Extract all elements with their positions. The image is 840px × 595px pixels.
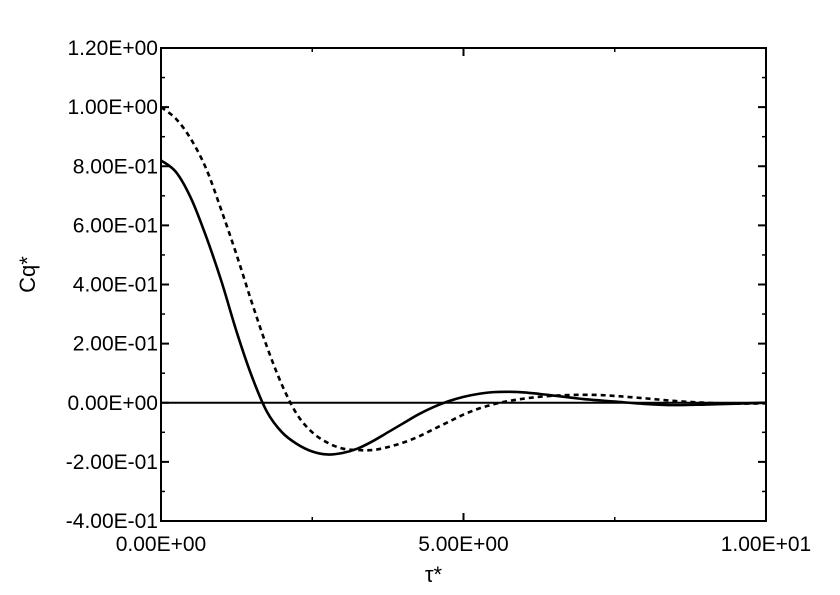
y-tick-label: 0.00E+00 — [67, 392, 158, 415]
y-tick-label: 6.00E-01 — [73, 214, 158, 237]
series-line-dashed — [160, 106, 767, 452]
y-tick-labels: -4.00E-01 -2.00E-01 0.00E+00 2.00E-01 4.00E-… — [66, 37, 158, 533]
x-tick-label: 0.00E+00 — [116, 533, 207, 556]
x-tick-labels: 0.00E+00 5.00E+00 1.00E+01 — [116, 533, 812, 556]
y-tick-label: -2.00E-01 — [66, 451, 158, 474]
y-tick-label: 8.00E-01 — [73, 155, 158, 178]
plot-frame — [160, 47, 767, 522]
x-tick-label: 1.00E+01 — [721, 533, 812, 556]
y-tick-label: 4.00E-01 — [73, 274, 158, 297]
y-tick-label: 1.20E+00 — [67, 37, 158, 60]
y-axis-label: Cq* — [15, 256, 40, 293]
y-tick-label: 2.00E-01 — [73, 333, 158, 356]
tick-marks — [160, 47, 767, 522]
y-tick-label: -4.00E-01 — [66, 510, 158, 533]
y-tick-label: 1.00E+00 — [67, 96, 158, 119]
x-tick-label: 5.00E+00 — [418, 533, 509, 556]
x-axis-label: τ* — [425, 562, 443, 587]
series-lines — [160, 106, 767, 456]
series-line-solid — [160, 159, 767, 456]
